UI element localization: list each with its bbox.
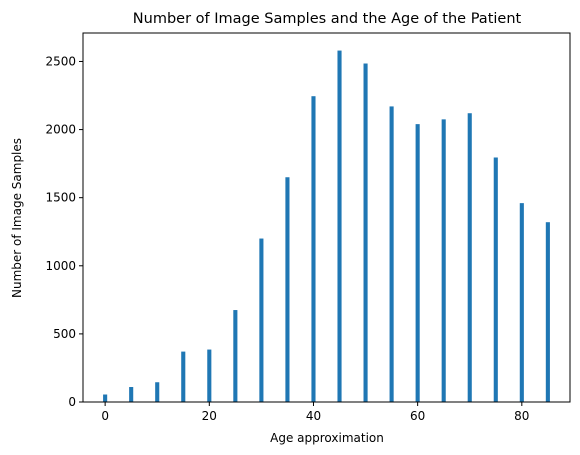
x-tick-label: 20 bbox=[202, 409, 217, 423]
bar-age-0 bbox=[103, 394, 108, 402]
y-tick-label: 2500 bbox=[45, 54, 76, 68]
bar-age-30 bbox=[259, 238, 264, 402]
bars-group bbox=[103, 50, 550, 403]
y-tick-label: 1500 bbox=[45, 191, 76, 205]
bar-age-35 bbox=[285, 177, 290, 402]
bar-age-5 bbox=[129, 387, 134, 402]
bar-age-25 bbox=[233, 310, 238, 402]
x-axis-label: Age approximation bbox=[270, 431, 384, 445]
y-axis-label: Number of Image Samples bbox=[10, 138, 24, 298]
x-tick-label: 0 bbox=[101, 409, 109, 423]
y-axis-ticks: 0 500 1000 1500 2000 2500 bbox=[45, 54, 83, 409]
bar-age-70 bbox=[467, 113, 472, 402]
bar-age-10 bbox=[155, 382, 160, 402]
bar-age-45 bbox=[337, 50, 342, 402]
bar-age-60 bbox=[415, 124, 420, 402]
bar-age-85 bbox=[545, 222, 550, 402]
x-tick-label: 80 bbox=[514, 409, 529, 423]
bar-age-40 bbox=[311, 96, 316, 402]
y-tick-label: 0 bbox=[68, 395, 76, 409]
plot-frame bbox=[82, 32, 571, 403]
bar-age-65 bbox=[441, 119, 446, 403]
x-tick-label: 60 bbox=[410, 409, 425, 423]
y-tick-label: 500 bbox=[53, 327, 76, 341]
x-axis-ticks: 0 20 40 60 80 bbox=[101, 402, 529, 423]
y-tick-label: 1000 bbox=[45, 259, 76, 273]
x-tick-label: 40 bbox=[306, 409, 321, 423]
y-tick-label: 2000 bbox=[45, 123, 76, 137]
bar-age-75 bbox=[493, 157, 498, 402]
bar-age-80 bbox=[519, 203, 524, 402]
bar-age-20 bbox=[207, 349, 212, 402]
bar-age-50 bbox=[363, 63, 368, 402]
bar-age-55 bbox=[389, 106, 394, 402]
bar-age-15 bbox=[181, 351, 186, 402]
chart-title: Number of Image Samples and the Age of t… bbox=[133, 11, 522, 27]
